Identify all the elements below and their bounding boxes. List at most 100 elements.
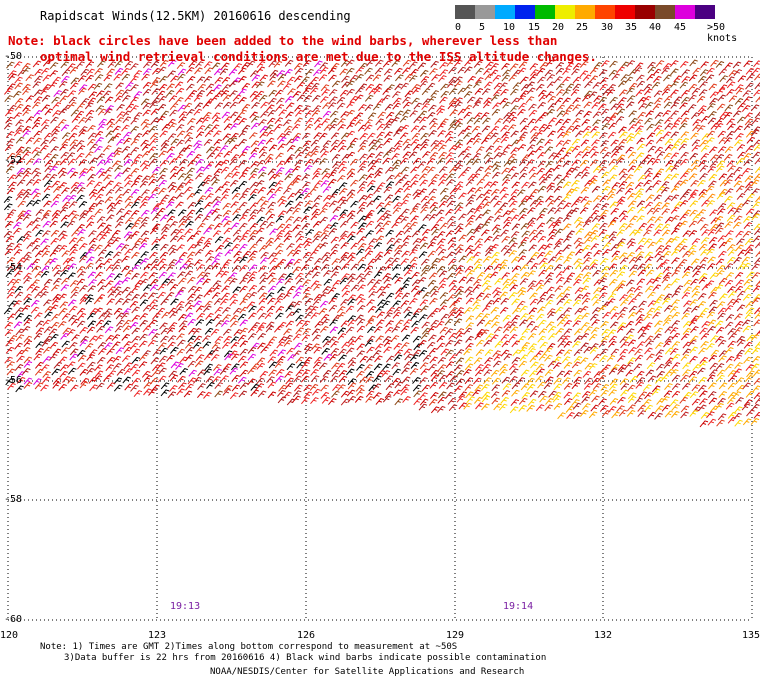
wind-barb	[473, 81, 482, 89]
wind-barb	[501, 63, 510, 70]
wind-barb	[453, 339, 463, 347]
wind-barb	[330, 236, 340, 244]
wind-barb	[367, 180, 376, 187]
wind-barb	[129, 321, 139, 329]
legend-label: 5	[479, 22, 486, 33]
wind-barb	[139, 222, 148, 230]
wind-barb	[429, 381, 439, 389]
wind-barb	[320, 314, 330, 321]
wind-barb	[663, 361, 673, 369]
wind-barb	[14, 98, 24, 105]
wind-barb	[318, 208, 328, 216]
wind-barb	[750, 334, 760, 342]
wind-barb	[203, 61, 213, 69]
wind-barb	[651, 158, 661, 166]
wind-barb	[328, 398, 337, 406]
wind-barb	[222, 101, 232, 109]
wind-barb	[274, 249, 284, 257]
wind-barb	[753, 144, 760, 152]
wind-barb	[277, 143, 286, 151]
wind-barb	[67, 272, 76, 280]
wind-barb	[238, 67, 247, 75]
wind-barb	[455, 332, 465, 340]
wind-barb	[464, 66, 473, 74]
wind-barb	[401, 376, 411, 384]
wind-barb	[518, 397, 528, 405]
wind-barb	[26, 263, 35, 271]
wind-barb	[438, 256, 447, 263]
wind-barb	[159, 214, 169, 222]
wind-barb	[493, 89, 502, 97]
wind-barb	[601, 123, 610, 130]
wind-barb	[709, 362, 719, 370]
wind-barb	[165, 201, 175, 209]
wind-barb	[97, 60, 106, 68]
wind-barb	[581, 396, 590, 404]
wind-barb	[341, 284, 350, 292]
wind-barb	[345, 326, 355, 334]
wind-barb	[664, 216, 674, 224]
wind-barb	[238, 235, 248, 243]
wind-barb	[157, 103, 167, 111]
wind-barb	[347, 273, 356, 281]
wind-barb	[750, 104, 760, 112]
wind-barb	[14, 76, 23, 84]
wind-barb	[365, 319, 375, 327]
wind-barb	[22, 88, 31, 96]
wind-barb	[710, 154, 719, 162]
wind-barb	[337, 196, 346, 204]
wind-barb	[183, 102, 193, 110]
wind-barb	[185, 220, 194, 228]
wind-barb	[195, 61, 204, 69]
wind-barb	[114, 60, 123, 68]
wind-barb	[158, 95, 167, 103]
wind-barb	[340, 299, 349, 306]
wind-barb	[106, 348, 115, 356]
wind-barb	[716, 192, 726, 200]
wind-barb	[688, 319, 698, 327]
wind-barb	[322, 369, 332, 377]
wind-barb	[544, 173, 553, 181]
wind-barb	[653, 194, 662, 202]
wind-barb	[52, 160, 62, 168]
wind-barb	[499, 150, 508, 158]
wind-barb	[491, 161, 500, 169]
wind-barb	[347, 395, 356, 403]
wind-barb	[338, 348, 347, 356]
wind-barb	[733, 166, 743, 174]
wind-barb	[503, 216, 512, 224]
wind-barb	[196, 312, 205, 320]
wind-barb	[679, 213, 688, 221]
wind-barb	[286, 145, 296, 152]
wind-barb	[305, 82, 314, 90]
wind-barb	[555, 67, 565, 75]
wind-barb	[255, 383, 265, 391]
wind-barb	[229, 179, 239, 187]
wind-barb	[445, 208, 454, 216]
wind-barb	[752, 210, 760, 218]
wind-barb	[159, 159, 169, 167]
wind-barb	[51, 96, 60, 104]
wind-barb	[204, 363, 213, 371]
wind-barb	[656, 186, 665, 193]
wind-barb	[122, 325, 132, 333]
wind-barb	[411, 132, 421, 140]
wind-barb	[168, 158, 178, 166]
wind-barb	[393, 97, 402, 105]
wind-barb	[671, 332, 681, 340]
wind-barb	[475, 77, 484, 85]
wind-barb	[106, 356, 116, 364]
wind-barb	[80, 377, 89, 385]
wind-barb	[203, 290, 212, 298]
wind-barb	[88, 202, 98, 210]
wind-barb	[689, 355, 698, 363]
wind-barb	[160, 227, 170, 235]
wind-barb	[88, 237, 98, 245]
wind-barb	[679, 200, 689, 207]
wind-barb	[196, 277, 205, 285]
warning-note-line1: Note: black circles have been added to t…	[8, 33, 558, 48]
wind-barb	[561, 335, 571, 343]
wind-barb	[682, 348, 691, 356]
wind-barb	[500, 229, 509, 237]
wind-barb	[422, 291, 431, 299]
